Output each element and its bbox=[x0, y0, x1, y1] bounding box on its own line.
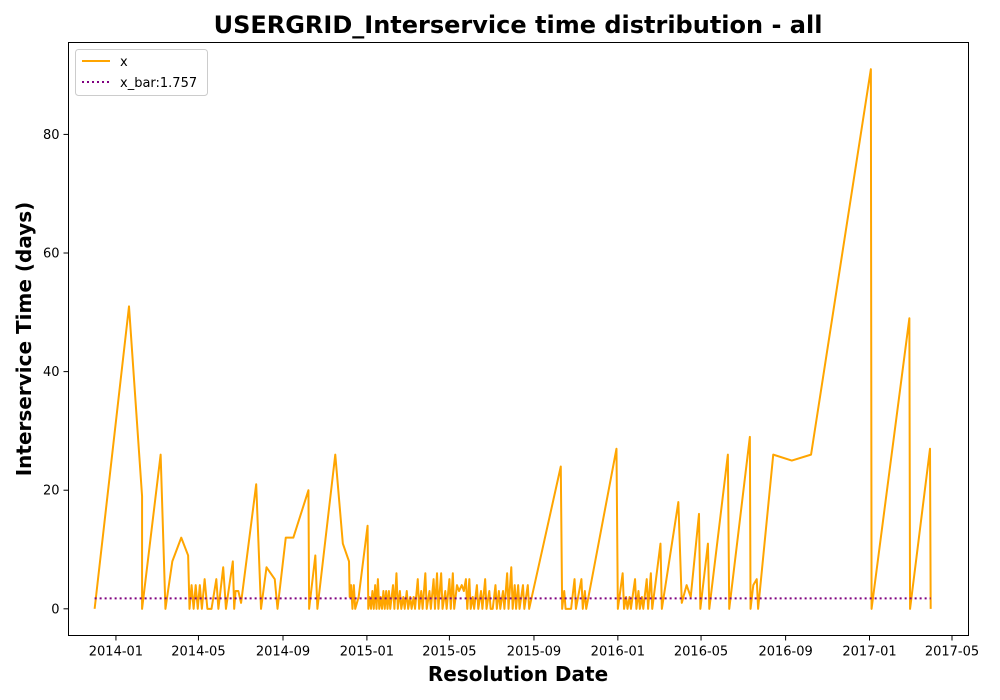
x-tick-label: 2016-09 bbox=[758, 645, 812, 660]
x-tick-label: 2015-05 bbox=[422, 645, 476, 660]
y-tick-label: 60 bbox=[43, 247, 60, 262]
legend: x x_bar:1.757 bbox=[75, 49, 208, 96]
x-tick-label: 2014-01 bbox=[89, 645, 143, 660]
y-tick-label: 80 bbox=[43, 128, 60, 143]
x-tick-label: 2015-09 bbox=[507, 645, 561, 660]
x-tick-label: 2017-05 bbox=[925, 645, 979, 660]
series-layer bbox=[93, 68, 932, 610]
chart-title: USERGRID_Interservice time distribution … bbox=[214, 11, 823, 39]
x-tick-label: 2015-01 bbox=[340, 645, 394, 660]
y-tick-label: 0 bbox=[51, 602, 59, 617]
x-tick-label: 2016-05 bbox=[674, 645, 728, 660]
x-tick-label: 2017-01 bbox=[842, 645, 896, 660]
x-axis-title: Resolution Date bbox=[428, 662, 608, 686]
y-axis: 0 20 40 60 80 bbox=[43, 128, 69, 617]
y-tick-label: 20 bbox=[43, 484, 60, 499]
x-tick-label: 2014-09 bbox=[256, 645, 310, 660]
series-line-x bbox=[93, 68, 932, 610]
legend-label-x: x bbox=[120, 55, 128, 70]
y-tick-label: 40 bbox=[43, 365, 60, 380]
x-axis: 2014-01 2014-05 2014-09 2015-01 2015-05 2015-… bbox=[89, 635, 979, 660]
y-axis-title: Interservice Time (days) bbox=[12, 202, 36, 477]
legend-label-x-bar: x_bar:1.757 bbox=[120, 76, 197, 91]
plot-area bbox=[68, 42, 969, 636]
x-tick-label: 2016-01 bbox=[591, 645, 645, 660]
x-tick-label: 2014-05 bbox=[171, 645, 225, 660]
plot-frame bbox=[68, 42, 969, 636]
